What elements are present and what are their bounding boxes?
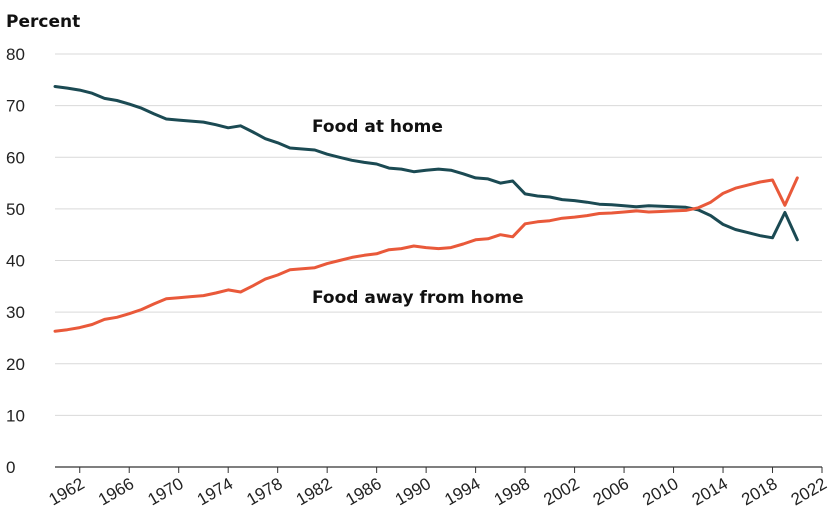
x-tick-label: 1978 bbox=[243, 474, 285, 509]
y-tick-label: 70 bbox=[6, 97, 25, 116]
x-tick-label: 1986 bbox=[342, 474, 384, 509]
x-tick-label: 2010 bbox=[639, 474, 681, 509]
x-tick-label: 1998 bbox=[491, 474, 533, 509]
series-line-food-at-home bbox=[53, 85, 799, 242]
y-tick-label: 30 bbox=[6, 303, 25, 322]
x-tick-label: 1974 bbox=[194, 474, 236, 509]
x-tick-label: 1970 bbox=[144, 474, 186, 509]
series-lines bbox=[53, 85, 799, 333]
x-tick-label: 1982 bbox=[293, 474, 335, 509]
x-tick-label: 1962 bbox=[45, 474, 87, 509]
x-tick-labels: 1962 1966 1970 1974 1978 1982 1986 1990 1994 1998… bbox=[45, 467, 830, 509]
y-tick-label: 60 bbox=[6, 148, 25, 167]
x-tick-label: 2022 bbox=[788, 474, 830, 509]
x-tick-label: 1990 bbox=[392, 474, 434, 509]
y-tick-label: 80 bbox=[6, 45, 25, 64]
x-tick-label: 2014 bbox=[689, 474, 731, 509]
x-tick-label: 1994 bbox=[441, 474, 483, 509]
series-line-food-away-from-home bbox=[53, 176, 799, 333]
annotation-food-at-home: Food at home bbox=[312, 117, 443, 137]
y-tick-labels: 0 10 20 30 40 50 60 70 80 bbox=[6, 45, 25, 477]
grid-lines bbox=[55, 53, 822, 468]
y-tick-label: 20 bbox=[6, 355, 25, 374]
x-tick-label: 1966 bbox=[95, 474, 137, 509]
y-tick-label: 10 bbox=[6, 406, 25, 425]
annotation-food-away-from-home: Food away from home bbox=[312, 288, 524, 308]
x-tick-label: 2002 bbox=[540, 474, 582, 509]
x-tick-label: 2006 bbox=[590, 474, 632, 509]
y-tick-label: 0 bbox=[6, 458, 15, 477]
y-tick-label: 50 bbox=[6, 200, 25, 219]
y-tick-label: 40 bbox=[6, 252, 25, 271]
y-axis-label: Percent bbox=[6, 12, 80, 32]
x-tick-label: 2018 bbox=[738, 474, 780, 509]
